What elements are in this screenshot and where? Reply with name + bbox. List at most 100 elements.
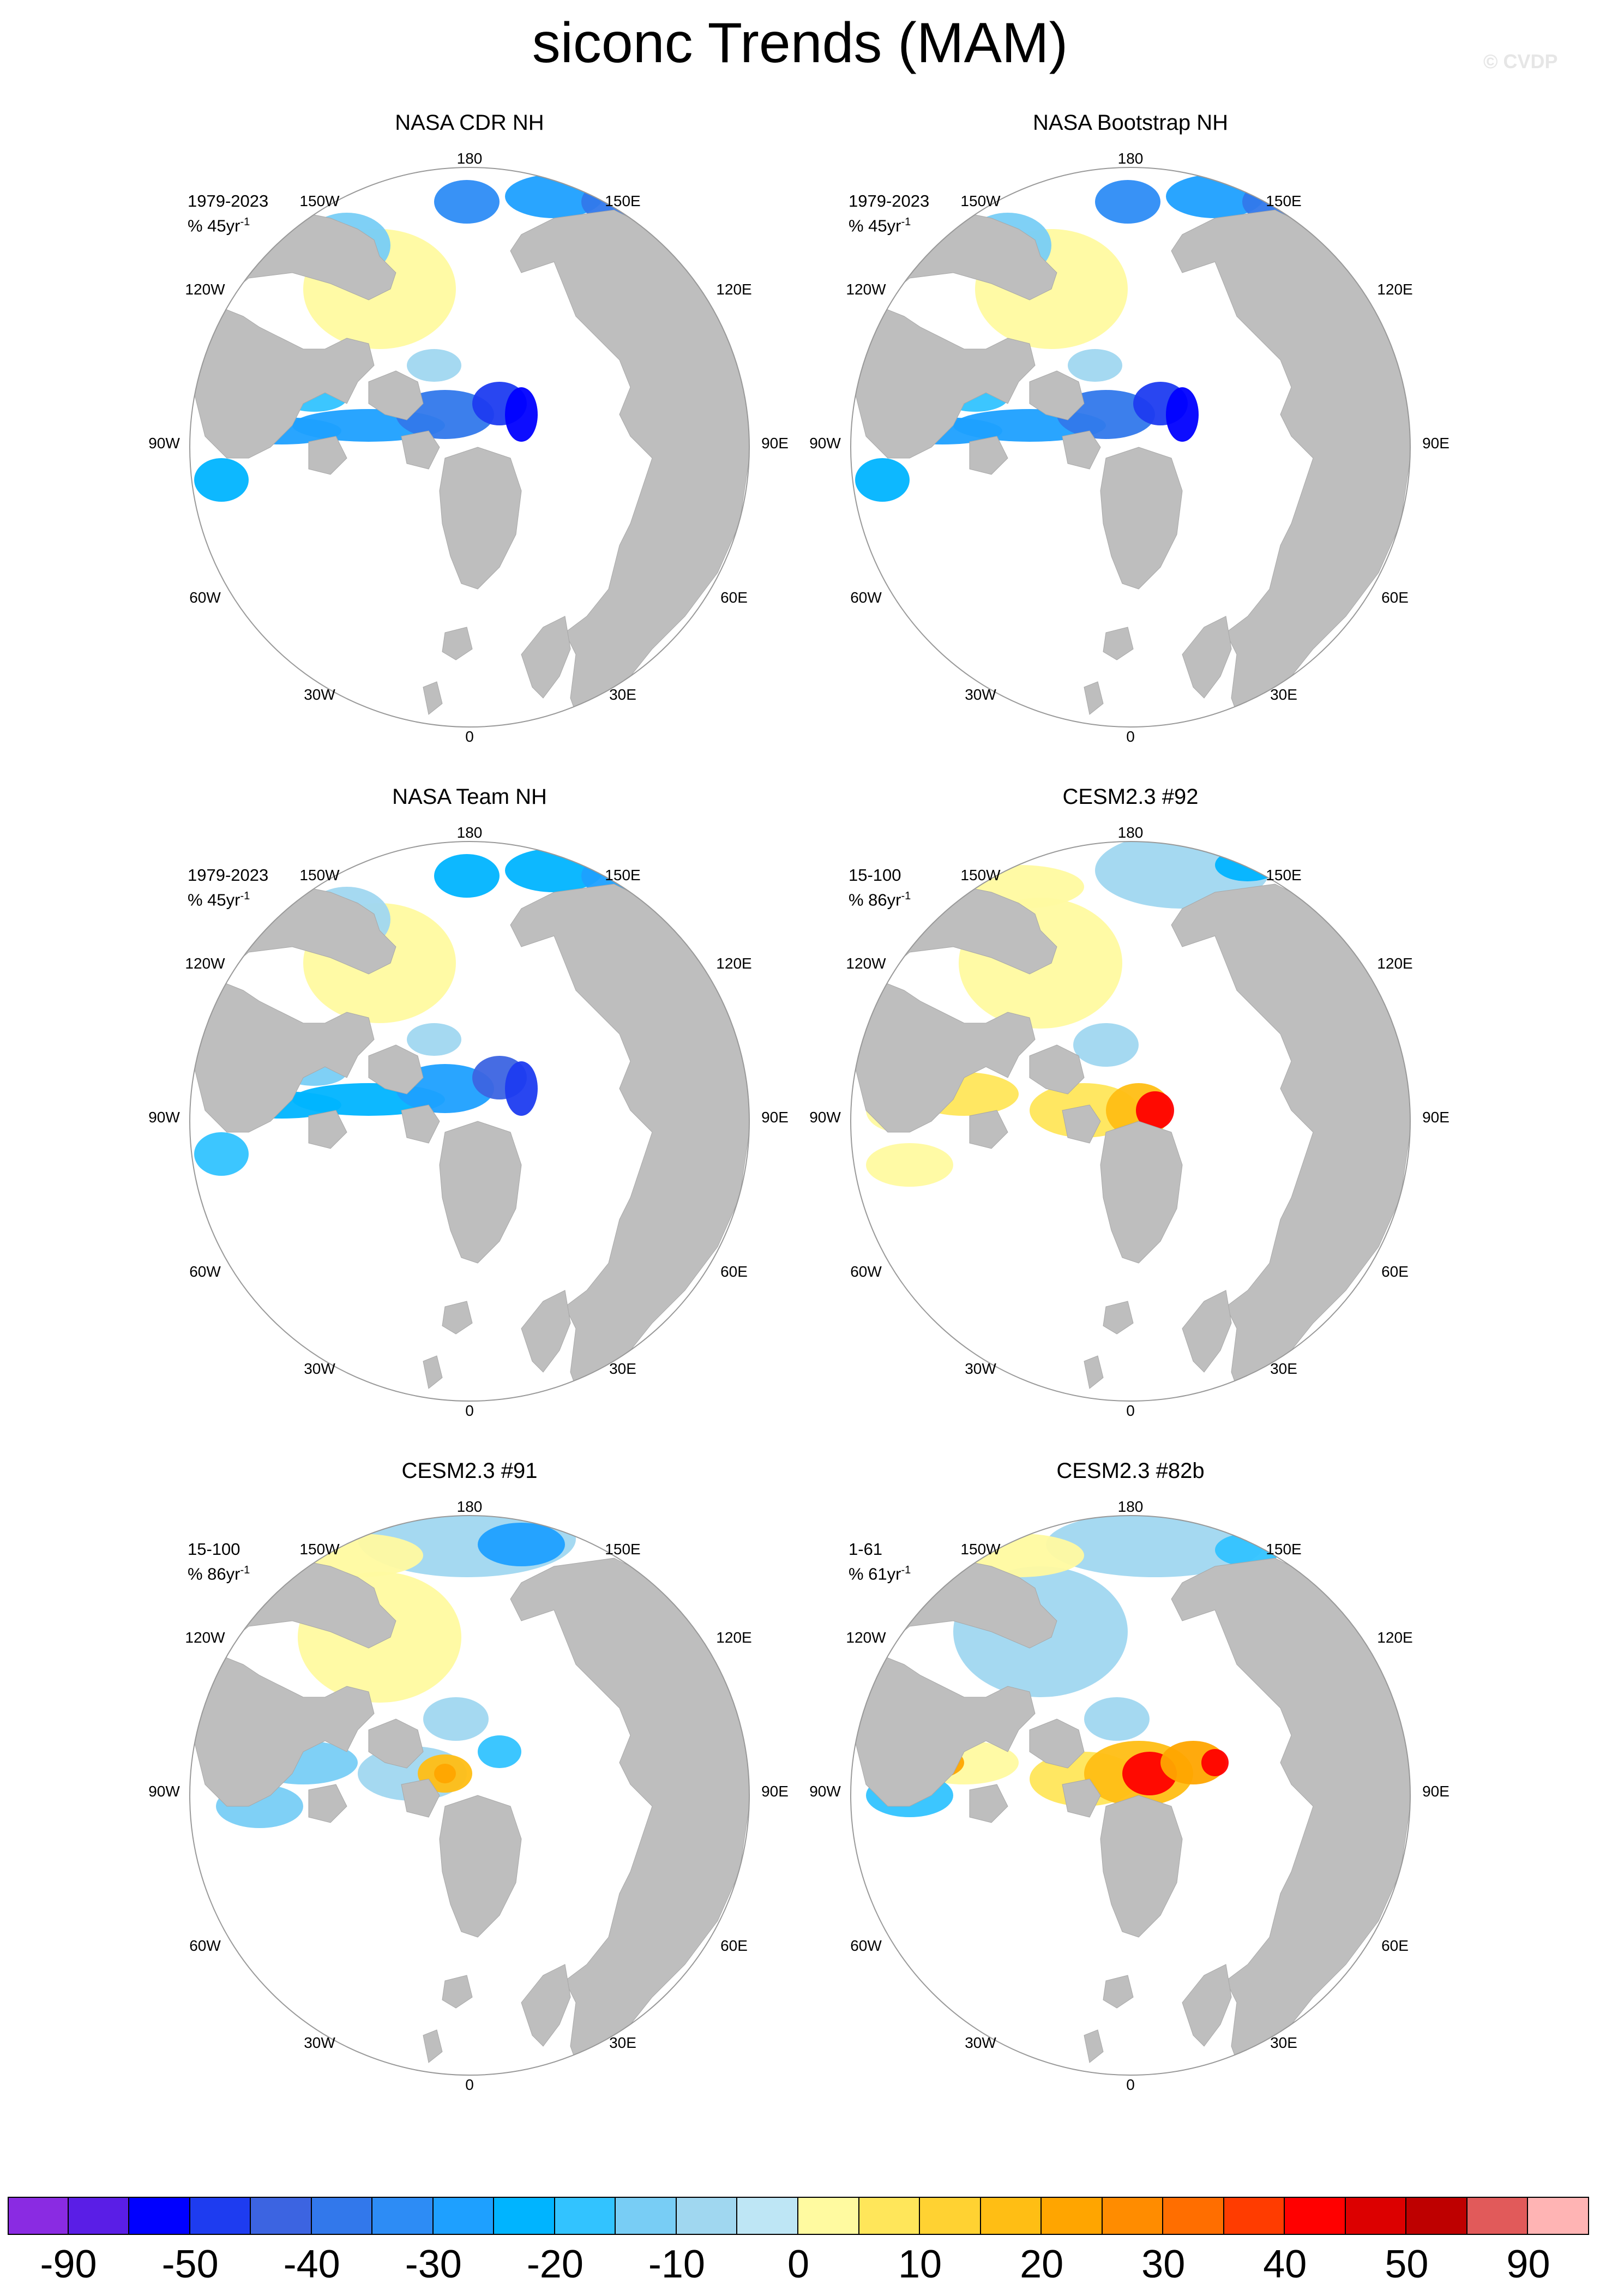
land-mass (969, 436, 1008, 475)
longitude-label: 180 (457, 150, 483, 167)
longitude-label: 90E (1422, 1783, 1449, 1800)
map-panel-3: NASA Team NH 1979-2023 % 45yr-1 180 150E 1… (140, 783, 799, 1457)
colorbar-swatch (981, 2197, 1042, 2235)
longitude-label: 60W (850, 589, 882, 606)
longitude-label: 90E (761, 1783, 789, 1800)
longitude-label: 120E (1377, 1629, 1412, 1646)
land-mass (969, 1110, 1008, 1149)
colorbar-swatch (1406, 2197, 1467, 2235)
land-mass (1103, 1301, 1134, 1335)
period-units: % 45yr (188, 890, 240, 910)
period-years: 1979-2023 (849, 191, 930, 211)
panel-title: NASA Team NH (392, 785, 547, 809)
longitude-label: 180 (457, 1498, 483, 1515)
longitude-label: 90W (809, 1783, 841, 1800)
period-years: 1979-2023 (188, 191, 269, 211)
longitude-label: 90E (1422, 435, 1449, 452)
units-exponent: -1 (901, 216, 911, 228)
land-mass (1100, 1795, 1183, 1938)
longitude-label: 60W (189, 1263, 221, 1280)
colorbar-tick-label: 50 (1385, 2243, 1429, 2286)
period-label: 15-100 % 86yr-1 (849, 865, 911, 910)
units-exponent: -1 (240, 890, 250, 902)
longitude-label: 120E (716, 955, 751, 972)
longitude-label: 150E (1266, 193, 1301, 209)
longitude-label: 150E (1266, 1541, 1301, 1558)
sea-ice-trend-patch (434, 1764, 456, 1783)
land-mass (423, 681, 443, 715)
colorbar (8, 2197, 1589, 2235)
panel-title: CESM2.3 #92 (1062, 785, 1199, 809)
longitude-label: 180 (1118, 1498, 1144, 1515)
land-mass (308, 1784, 347, 1823)
colorbar-tick-label: 40 (1263, 2243, 1307, 2286)
period-label: 1979-2023 % 45yr-1 (188, 191, 268, 236)
sea-ice-trend-patch (194, 1132, 249, 1176)
land-mass (1029, 370, 1085, 420)
land-mass (439, 447, 522, 590)
colorbar-swatch (1285, 2197, 1346, 2235)
polar-map: 180 150E 120E 90E 60E 30E 0 30W 60W 90W 120W 150W (148, 150, 789, 745)
longitude-label: 90W (148, 1783, 180, 1800)
longitude-label: 90W (809, 1109, 841, 1126)
colorbar-swatch (676, 2197, 738, 2235)
units-exponent: -1 (901, 890, 911, 902)
land-mass (1100, 447, 1183, 590)
land-mass (690, 218, 729, 273)
longitude-label: 60E (1381, 1937, 1409, 1954)
colorbar-swatch (616, 2197, 677, 2235)
longitude-label: 120W (846, 1629, 886, 1646)
longitude-label: 30W (965, 686, 996, 703)
polar-map: 180 150E 120E 90E 60E 30E 0 30W 60W 90W 120W 150W (809, 1498, 1449, 2093)
land-mass (401, 1104, 440, 1144)
longitude-label: 60E (1381, 589, 1409, 606)
panel-title: CESM2.3 #82b (1056, 1459, 1205, 1483)
land-mass (1062, 1104, 1101, 1144)
sea-ice-trend-patch (194, 458, 249, 502)
colorbar-swatch (311, 2197, 373, 2235)
sea-ice-trend-patch (1068, 349, 1122, 382)
longitude-label: 0 (465, 1402, 474, 1419)
longitude-label: 150E (605, 867, 640, 883)
longitude-label: 60E (720, 1263, 748, 1280)
colorbar-swatch (8, 2197, 69, 2235)
period-units: % 86yr (849, 890, 901, 910)
sea-ice-trend-patch (855, 458, 910, 502)
longitude-label: 150E (1266, 867, 1301, 883)
longitude-label: 30W (304, 686, 335, 703)
colorbar-swatch (1102, 2197, 1164, 2235)
longitude-label: 30E (1270, 1360, 1297, 1377)
colorbar-swatch (1224, 2197, 1285, 2235)
longitude-label: 90W (809, 435, 841, 452)
period-label: 1-61 % 61yr-1 (849, 1539, 911, 1584)
map-boundary (850, 167, 1411, 728)
land-mass (1182, 1290, 1232, 1373)
longitude-label: 0 (1126, 1402, 1135, 1419)
period-label: 1979-2023 % 45yr-1 (849, 191, 929, 236)
land-mass (442, 627, 473, 660)
map-panel-4: CESM2.3 #92 15-100 % 86yr-1 180 150E 120E 9… (801, 783, 1460, 1457)
colorbar-swatch (798, 2197, 859, 2235)
sea-ice-trend-patch (407, 1023, 461, 1056)
longitude-label: 30E (609, 1360, 636, 1377)
longitude-label: 60W (189, 1937, 221, 1954)
colorbar-swatch (251, 2197, 312, 2235)
land-mass (690, 1566, 729, 1621)
panel-title: NASA CDR NH (395, 111, 544, 135)
land-mass (1084, 1355, 1104, 1389)
longitude-label: 120E (1377, 281, 1412, 298)
map-boundary (189, 167, 750, 728)
longitude-label: 60W (850, 1937, 882, 1954)
colorbar-swatch (1345, 2197, 1407, 2235)
polar-map: 180 150E 120E 90E 60E 30E 0 30W 60W 90W 120W 150W (148, 824, 789, 1419)
longitude-label: 150W (299, 867, 340, 883)
sea-ice-trend-patch (407, 349, 461, 382)
land-mass (308, 1110, 347, 1149)
land-mass (1171, 883, 1410, 1401)
sea-ice-trend-patch (478, 1735, 521, 1768)
longitude-label: 120W (185, 955, 225, 972)
land-mass (1351, 892, 1390, 947)
polar-map: 180 150E 120E 90E 60E 30E 0 30W 60W 90W 120W 150W (809, 150, 1449, 745)
polar-map: 180 150E 120E 90E 60E 30E 0 30W 60W 90W 120W 150W (148, 1498, 789, 2093)
longitude-label: 30E (1270, 686, 1297, 703)
